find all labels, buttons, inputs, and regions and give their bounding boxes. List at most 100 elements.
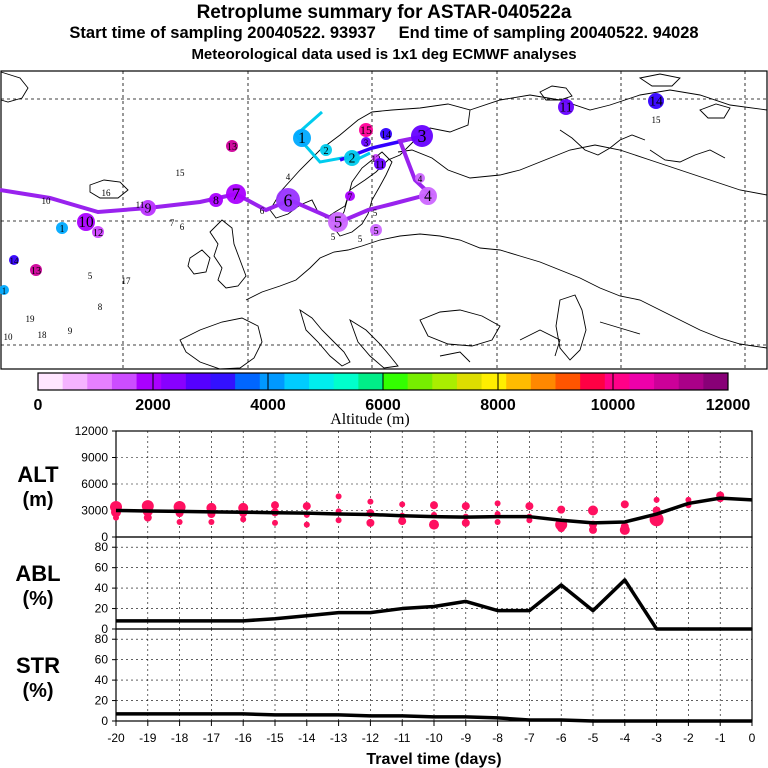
series-line-abl	[116, 578, 752, 631]
colorbar-cell	[481, 373, 507, 390]
cluster-day-label: 1	[298, 130, 306, 147]
cluster-day-label: 4	[424, 188, 432, 205]
trajectory-cluster-marker	[344, 150, 360, 166]
colorbar-cell	[87, 373, 113, 390]
colorbar-cell	[333, 373, 359, 390]
x-tick-label: -13	[330, 731, 348, 745]
cluster-day-label: 15	[652, 115, 662, 125]
panel-unit: (%)	[22, 680, 53, 702]
trajectory-cluster-marker	[320, 144, 332, 156]
cluster-day-label: 19	[26, 314, 36, 324]
cluster-day-label: 5	[358, 234, 363, 244]
cluster-day-label: 14	[381, 130, 391, 141]
trajectory-cluster-marker	[293, 129, 311, 147]
trajectory-cluster-marker	[56, 222, 68, 234]
altitude-colorbar: 0 2000 4000 6000 8000 10000 12000 Altitude (m)	[34, 372, 751, 428]
colorbar-tick-label: 8000	[480, 397, 516, 414]
y-tick-label: 0	[101, 530, 108, 544]
altitude-dot	[272, 519, 278, 526]
panel-label: ALT	[17, 462, 59, 487]
cluster-day-label: 7	[170, 218, 175, 228]
y-tick-label: 0	[101, 714, 108, 728]
y-tick-label: 60	[95, 561, 109, 575]
cluster-day-label: 2	[323, 146, 328, 157]
cluster-day-label: 6	[180, 222, 185, 232]
cluster-day-label: 4	[286, 172, 291, 182]
altitude-dot	[620, 500, 629, 509]
colorbar-cell	[678, 373, 704, 390]
trajectory-cluster-marker	[77, 213, 95, 231]
altitude-dot	[494, 518, 501, 525]
cluster-day-label: 13	[31, 266, 41, 277]
altitude-dot	[240, 516, 247, 523]
altitude-dot	[302, 502, 311, 511]
trajectory-cluster-marker	[370, 224, 382, 236]
sampling-times: Start time of sampling 20040522. 93937 E…	[69, 24, 699, 42]
cluster-day-label: 10	[78, 214, 94, 231]
cluster-day-label: 13	[227, 142, 237, 153]
trajectory-cluster-marker	[411, 125, 433, 147]
cluster-day-label: 5	[373, 226, 378, 237]
meteo-note: Meteorological data used is 1x1 deg ECMW…	[191, 46, 577, 63]
colorbar-label: Altitude (m)	[330, 411, 410, 428]
altitude-dot	[367, 498, 374, 505]
altitude-dot	[461, 518, 470, 527]
altitude-dot	[619, 524, 630, 535]
trajectory-cluster-marker	[226, 140, 238, 152]
cluster-day-label: 8	[98, 302, 103, 312]
colorbar-cell	[604, 373, 630, 390]
trajectory-cluster-marker	[209, 193, 223, 207]
series-line-alt	[115, 496, 753, 525]
x-tick-label: -18	[171, 731, 189, 745]
colorbar-cell	[309, 373, 335, 390]
cluster-day-label: 10	[4, 332, 14, 342]
trajectory-cluster-marker	[0, 285, 9, 295]
altitude-dot	[525, 502, 534, 511]
y-tick-label: 20	[95, 694, 109, 708]
y-tick-label: 20	[95, 602, 109, 616]
x-tick-label: -16	[235, 731, 253, 745]
colorbar-cell	[506, 373, 532, 390]
coastlines	[0, 71, 768, 370]
colorbar-cell	[555, 373, 581, 390]
colorbar-cell	[580, 373, 606, 390]
colorbar-cell	[654, 373, 680, 390]
x-tick-label: -19	[139, 731, 157, 745]
colorbar-cell	[136, 373, 162, 390]
colorbar-cell	[703, 373, 729, 390]
colorbar-tick-label: 2000	[135, 397, 171, 414]
altitude-dot	[685, 496, 692, 503]
cluster-day-label: 14	[10, 256, 20, 266]
y-tick-label: 6000	[81, 477, 108, 491]
cluster-day-label: 7	[232, 185, 241, 204]
cluster-day-label: 5	[373, 208, 378, 218]
x-tick-label: -20	[107, 731, 125, 745]
altitude-dot	[494, 500, 501, 507]
altitude-dot	[271, 501, 279, 510]
y-tick-label: 9000	[81, 451, 108, 465]
cluster-day-label: 15	[360, 123, 372, 137]
trajectory-cluster-marker	[92, 226, 104, 238]
cluster-day-label: 10	[42, 196, 52, 206]
altitude-dot	[208, 518, 215, 525]
colorbar-cell	[185, 373, 211, 390]
cluster-day-label: 4	[418, 174, 423, 184]
colorbar-cell	[530, 373, 556, 390]
cluster-day-label: 5	[334, 213, 343, 232]
x-tick-label: -15	[266, 731, 284, 745]
colorbar-cell	[284, 373, 310, 390]
panel-unit: (%)	[22, 588, 53, 610]
y-tick-label: 80	[95, 632, 109, 646]
trajectory-cluster-marker	[374, 158, 386, 170]
y-tick-label: 0	[101, 622, 108, 636]
altitude-dot	[557, 524, 566, 533]
cluster-day-label: 11	[375, 160, 385, 171]
cluster-day-label: 1	[2, 286, 7, 296]
cluster-day-label: 9	[145, 200, 152, 215]
colorbar-tick-label: 0	[34, 397, 43, 414]
y-tick-label: 3000	[81, 504, 108, 518]
altitude-dot	[176, 518, 183, 525]
colorbar-tick-label: 12000	[706, 397, 751, 414]
